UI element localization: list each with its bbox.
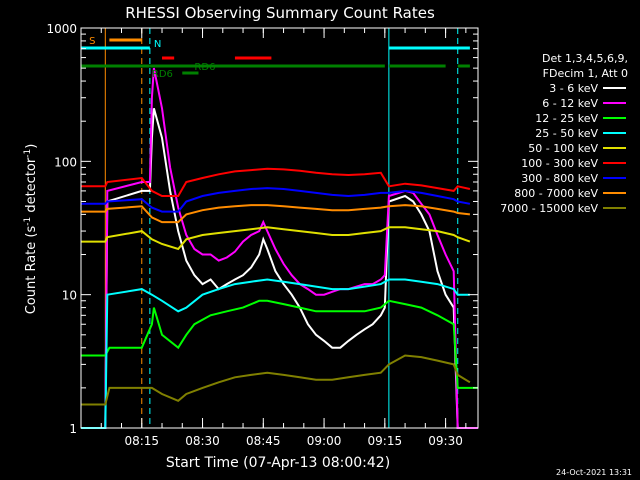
series-line-5 bbox=[81, 167, 471, 197]
plot-area: S N RD6 RD6 1 10 100 1000 08:15 08:30 08:45 09:00 09… bbox=[46, 22, 479, 448]
y-tick-label-3: 1000 bbox=[46, 22, 77, 36]
y-tick-label-2: 100 bbox=[54, 155, 77, 169]
legend-header-line-1: Det 1,3,4,5,6,9, bbox=[542, 52, 628, 65]
axes-frame bbox=[80, 27, 479, 429]
legend-header-line-2: FDecim 1, Att 0 bbox=[543, 67, 628, 80]
legend-label-5: 100 - 300 keV bbox=[521, 157, 598, 170]
x-tick-label-3: 09:00 bbox=[307, 434, 342, 448]
series-line-7 bbox=[81, 204, 471, 224]
legend: Det 1,3,4,5,6,9, FDecim 1, Att 0 3 - 6 k… bbox=[500, 52, 628, 215]
legend-label-4: 50 - 100 keV bbox=[528, 142, 598, 155]
flag-label-1: N bbox=[154, 39, 161, 50]
y-tick-label-1: 10 bbox=[62, 289, 77, 303]
x-tick-label-2: 08:45 bbox=[246, 434, 281, 448]
x-tick-label-4: 09:15 bbox=[368, 434, 403, 448]
flag-label-3: RD6 bbox=[194, 62, 215, 73]
series-line-3 bbox=[81, 278, 470, 429]
x-tick-label-1: 08:30 bbox=[185, 434, 220, 448]
series-line-2 bbox=[81, 299, 478, 389]
legend-label-3: 25 - 50 keV bbox=[535, 127, 598, 140]
series-line-4 bbox=[81, 226, 471, 251]
legend-label-0: 3 - 6 keV bbox=[549, 82, 598, 95]
series-line-8 bbox=[81, 354, 471, 406]
y-tick-label-0: 1 bbox=[69, 422, 77, 436]
x-axis-label: Start Time (07-Apr-13 08:00:42) bbox=[166, 455, 390, 471]
legend-label-1: 6 - 12 keV bbox=[542, 97, 598, 110]
x-tick-label-5: 09:30 bbox=[428, 434, 463, 448]
series-line-0 bbox=[81, 108, 478, 429]
legend-label-2: 12 - 25 keV bbox=[535, 112, 598, 125]
footer-date: 24-Oct-2021 13:31 bbox=[556, 468, 632, 477]
flag-label-4: RD6 bbox=[152, 69, 173, 80]
x-tick-label-0: 08:15 bbox=[124, 434, 159, 448]
chart-title: RHESSI Observing Summary Count Rates bbox=[125, 4, 435, 22]
series-line-6 bbox=[81, 187, 471, 213]
legend-label-6: 300 - 800 keV bbox=[521, 172, 598, 185]
y-axis-label: Count Rate (s-1 detector-1) bbox=[23, 144, 39, 315]
legend-label-7: 800 - 7000 keV bbox=[514, 187, 598, 200]
legend-label-8: 7000 - 15000 keV bbox=[500, 202, 598, 215]
flag-label-0: S bbox=[89, 36, 95, 47]
